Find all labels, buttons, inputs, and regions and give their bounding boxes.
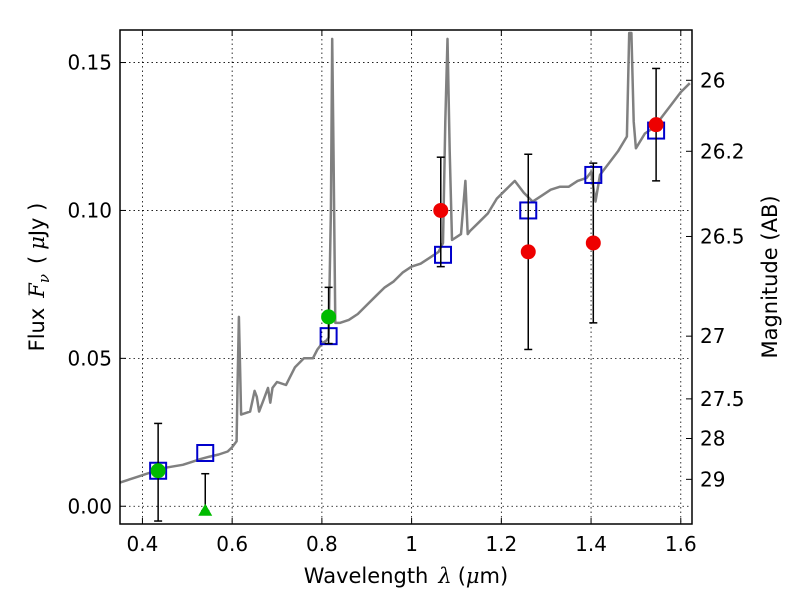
x-tick-label: 1.4 (575, 532, 607, 556)
y-tick-label: 0.00 (67, 494, 112, 518)
y2-tick-label: 29 (700, 467, 725, 491)
y2-tick-label: 28 (700, 427, 725, 451)
upper-limit-marker (198, 503, 213, 516)
x-tick-label: 1.6 (665, 532, 697, 556)
y2-tick-label: 27 (700, 324, 725, 348)
observed-flux-point (150, 463, 166, 479)
x-tick-label: 0.4 (127, 532, 159, 556)
x-tick-label: 1.2 (485, 532, 517, 556)
x-tick-label: 0.8 (306, 532, 338, 556)
y2-tick-label: 26 (700, 68, 725, 92)
x-tick-label: 0.6 (216, 532, 248, 556)
y2-axis-label: Magnitude (AB) (758, 195, 782, 358)
x-tick-label: 1 (405, 532, 418, 556)
observed-flux-point (321, 309, 337, 325)
observed-flux-point (520, 244, 536, 260)
observed-flux-point (585, 235, 601, 251)
y2-tick-label: 27.5 (700, 387, 745, 411)
x-axis-label: Wavelength λ (μm) (304, 564, 508, 588)
y-axis-label: FluxFν(μJy ) (25, 203, 53, 352)
y-tick-label: 0.05 (67, 346, 112, 370)
axes-frame (119, 29, 693, 525)
y2-tick-label: 26.5 (700, 224, 745, 248)
y2-tick-label: 26.2 (700, 139, 745, 163)
grid (120, 30, 692, 524)
y-tick-label: 0.15 (67, 51, 112, 75)
axis-ticks: 0.4 0.6 0.8 1 1.2 1.4 1.6 0.00 0.05 0.10 0.15 26 26.… (67, 30, 745, 556)
model-flux-square (196, 444, 215, 463)
plot-area (119, 31, 691, 522)
y-tick-label: 0.10 (67, 198, 112, 222)
spectrum-line (119, 31, 691, 484)
observed-flux-point (433, 202, 449, 218)
observed-flux-point (648, 117, 664, 133)
model-flux-square (434, 245, 453, 264)
